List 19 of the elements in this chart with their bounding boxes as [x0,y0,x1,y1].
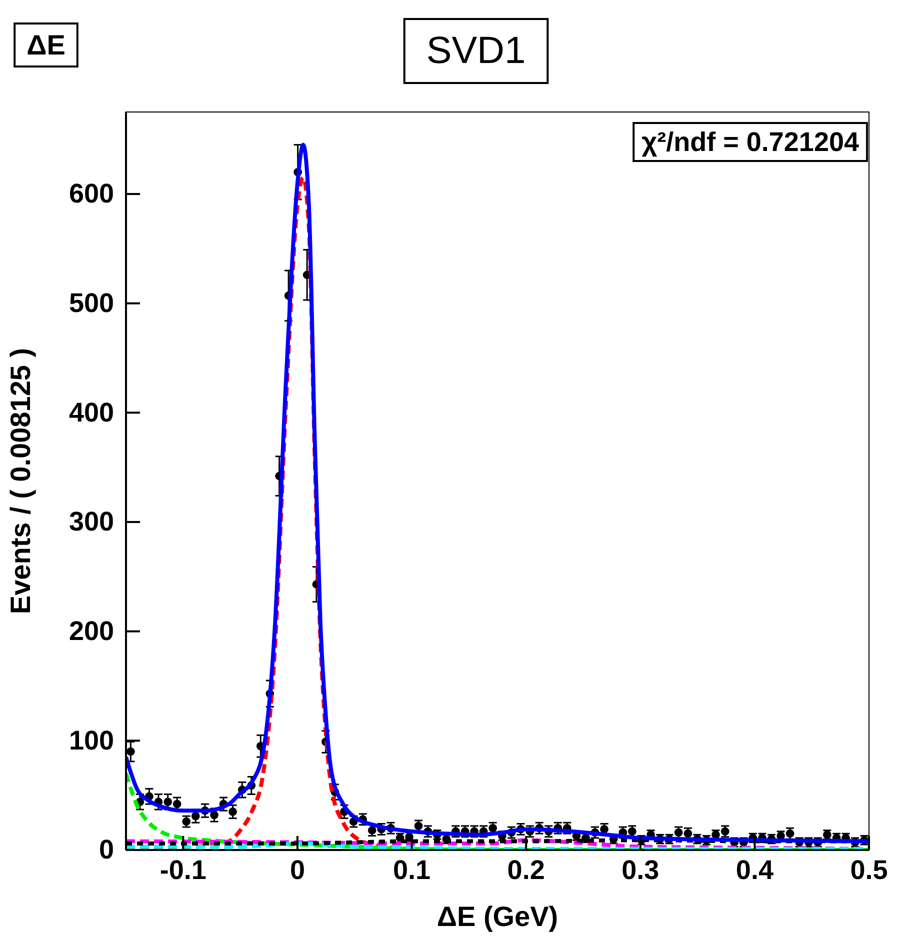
y-tick-label: 400 [68,397,114,428]
x-tick-label: 0.3 [622,855,660,886]
x-tick-label: 0.4 [736,855,774,886]
chart-title: SVD1 [426,30,526,72]
text: ΔE [26,30,66,60]
x-axis-title: ΔE (GeV) [436,901,558,932]
annotation: χ²/ndf = 0.721204 [642,127,859,157]
x-tick-label: 0 [290,855,305,886]
x-tick-label: -0.1 [160,855,206,886]
y-tick-label: 100 [68,725,114,756]
y-tick-label: 300 [68,506,114,537]
x-tick-label: 0.1 [392,855,431,886]
y-tick-label: 0 [98,834,114,865]
x-tick-label: 0.2 [507,855,545,886]
y-tick-label: 500 [68,288,114,318]
y-tick-label: 200 [68,616,114,646]
y-tick-label: 600 [68,178,114,209]
x-tick-label: 0.5 [850,855,888,886]
y-axis-title: Events / ( 0.008125 ) [5,348,36,614]
